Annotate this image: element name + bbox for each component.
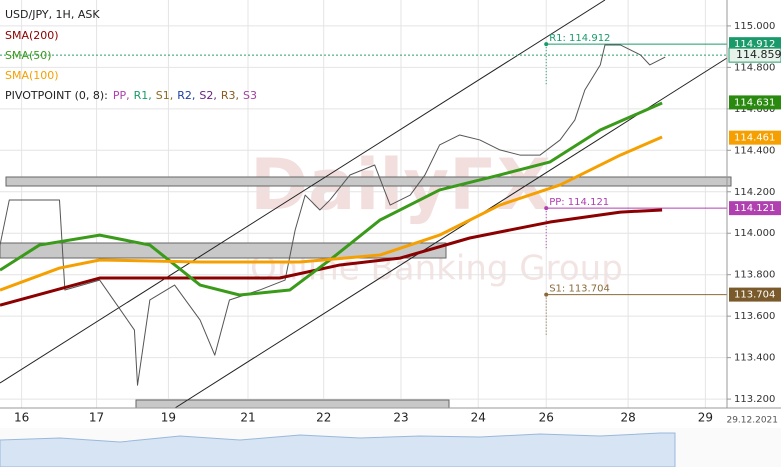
- x-tick-label: 26: [539, 411, 554, 425]
- legend-entry: PP,: [113, 89, 130, 102]
- legend-entry: SMA(200): [5, 29, 59, 42]
- legend-entry: SMA(100): [5, 69, 59, 82]
- legend: USD/JPY, 1H, ASK SMA(200) SMA(50) SMA(10…: [5, 8, 108, 102]
- price-box: [729, 287, 781, 302]
- legend-entry: S2,: [199, 89, 216, 102]
- price-box-label: 113.704: [734, 290, 775, 301]
- x-tick-label: 16: [14, 411, 29, 425]
- y-tick-label: 114.800: [734, 62, 775, 73]
- legend-entry: SMA(50): [5, 49, 52, 62]
- x-tick-label: 28: [620, 411, 635, 425]
- sma-line: [0, 135, 663, 292]
- price-box-label: 114.121: [734, 203, 775, 214]
- price-box-label: 114.461: [734, 133, 775, 144]
- x-tick-label: 21: [240, 411, 255, 425]
- price-box: [729, 130, 781, 145]
- pivot-dot: [544, 42, 549, 47]
- sma-line: [0, 208, 663, 307]
- price-box-label: 114.631: [734, 97, 775, 108]
- price-box: [729, 201, 781, 216]
- navigator-area: [0, 432, 676, 467]
- x-tick-label: 24: [471, 411, 486, 425]
- legend-entry: PIVOTPOINT (0, 8):: [5, 89, 108, 102]
- x-tick-label: 19: [161, 411, 176, 425]
- price-box: [729, 95, 781, 110]
- price-box-label: 114.859: [736, 48, 781, 61]
- pivot-label: R1: 114.912: [549, 33, 610, 44]
- pivot-dot: [544, 206, 549, 211]
- zone: [135, 399, 450, 409]
- x-tick-label: 23: [393, 411, 408, 425]
- zone: [5, 176, 732, 187]
- zone: [0, 242, 447, 259]
- price-line: [0, 44, 666, 386]
- legend-entry: S1,: [156, 89, 173, 102]
- y-tick-label: 115.000: [734, 21, 775, 32]
- x-tick-label: 22: [316, 411, 331, 425]
- pivot-label: PP: 114.121: [549, 197, 609, 208]
- channel-line: [0, 0, 606, 384]
- price-box-label: 114.912: [734, 39, 775, 50]
- sma-line: [0, 101, 663, 297]
- y-tick-label: 114.000: [734, 228, 775, 239]
- marks: [0, 42, 727, 386]
- y-tick-label: 113.600: [734, 311, 775, 322]
- legend-entry: S3: [243, 89, 257, 102]
- y-tick-label: 113.200: [734, 394, 775, 405]
- y-tick-label: 114.200: [734, 187, 775, 198]
- plot-background: [0, 0, 727, 408]
- y-tick-label: 113.800: [734, 270, 775, 281]
- pivot-dot: [544, 292, 549, 297]
- pivot-label: S1: 113.704: [549, 284, 610, 295]
- chart-title: USD/JPY, 1H, ASK: [5, 8, 100, 21]
- legend-entry: R1,: [134, 89, 152, 102]
- legend-entry: R2,: [177, 89, 195, 102]
- legend-entry: R3,: [221, 89, 239, 102]
- y-tick-label: 114.400: [734, 145, 775, 156]
- price-box: [728, 47, 781, 63]
- date-label: 29.12.2021: [726, 416, 778, 426]
- y-tick-label: 113.400: [734, 353, 775, 364]
- x-tick-label: 17: [89, 411, 104, 425]
- x-tick-label: 29: [698, 411, 713, 425]
- plot-area: [0, 0, 727, 408]
